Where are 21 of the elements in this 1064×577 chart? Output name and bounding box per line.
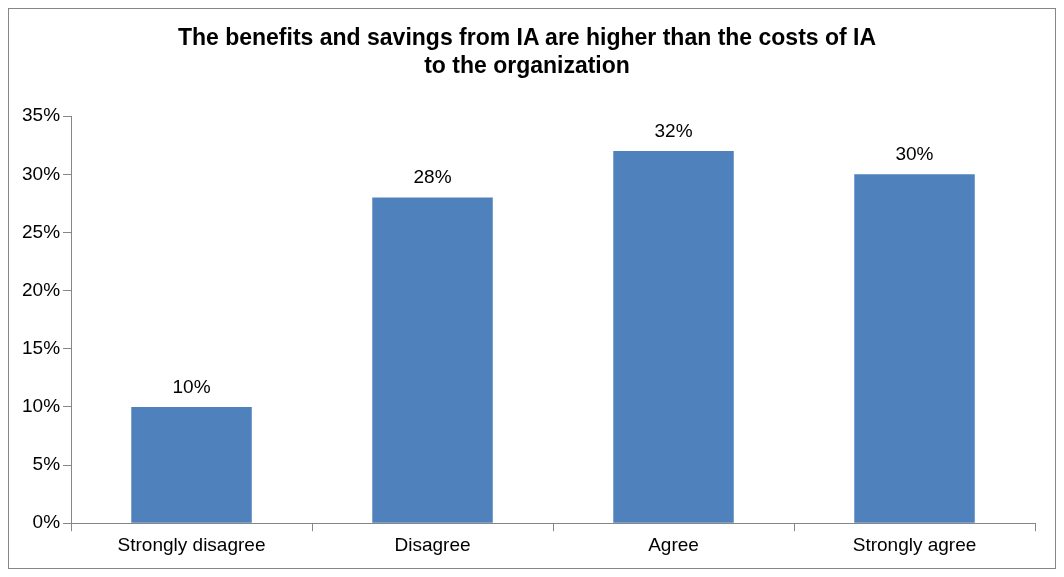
x-tick-label: Strongly disagree	[117, 533, 266, 555]
y-tick-label: 5%	[32, 453, 61, 475]
y-tick-label: 10%	[22, 395, 61, 417]
bar	[372, 197, 493, 523]
data-label: 10%	[172, 375, 211, 397]
x-tick-label: Disagree	[394, 533, 471, 555]
data-label: 32%	[654, 119, 693, 141]
data-label: 28%	[413, 166, 452, 188]
y-tick-label: 35%	[22, 104, 61, 126]
y-tick-label: 20%	[22, 278, 61, 300]
x-tick-label: Agree	[648, 533, 699, 555]
bar	[854, 174, 975, 523]
bar	[131, 406, 252, 523]
y-tick-label: 25%	[22, 220, 61, 242]
data-label: 30%	[895, 143, 934, 165]
bar	[613, 151, 734, 523]
y-tick-label: 30%	[22, 162, 61, 184]
y-tick-label: 0%	[32, 511, 61, 533]
y-tick-label: 15%	[22, 337, 61, 359]
x-tick-label: Strongly agree	[852, 533, 977, 555]
chart-title: The benefits and savings from IA are higher than the costs of IA to the organization	[177, 24, 877, 78]
